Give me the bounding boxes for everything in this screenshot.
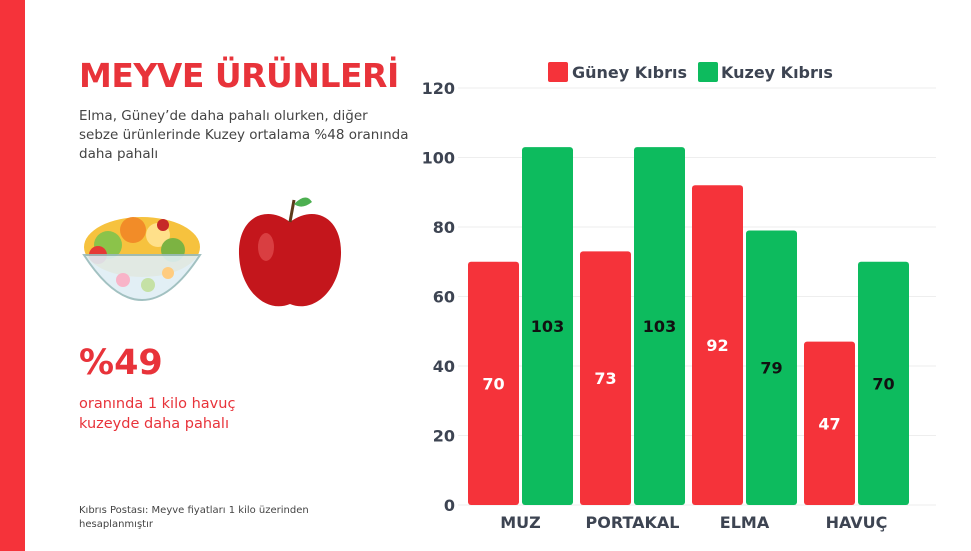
bar-guney-muz <box>468 261 519 505</box>
bar-chart: Güney Kıbrıs Kuzey Kıbrıs 0 20 40 60 80 100 12… <box>422 62 936 532</box>
data-label: 70 <box>482 374 504 393</box>
highlight-text: oranında 1 kilo havuç kuzeyde daha pahal… <box>79 396 236 432</box>
bar-guney-elma <box>692 185 743 506</box>
x-tick-label: ELMA <box>720 513 770 532</box>
bar-guney-havuç <box>804 341 855 505</box>
y-tick-label: 60 <box>433 288 455 307</box>
subtitle: Elma, Güney’de daha pahalı olurken, diğe… <box>79 108 409 162</box>
legend-swatch-guney <box>548 62 568 82</box>
footnote: Kıbrıs Postası: Meyve fiyatları 1 kilo ü… <box>79 505 309 530</box>
bar-guney-portakal <box>580 251 631 505</box>
y-tick-label: 20 <box>433 427 455 446</box>
chart-legend: Güney Kıbrıs Kuzey Kıbrıs <box>548 62 833 82</box>
y-tick-label: 120 <box>422 79 455 98</box>
y-tick-label: 0 <box>444 496 455 515</box>
data-label: 47 <box>818 414 840 433</box>
x-tick-label: PORTAKAL <box>586 513 680 532</box>
data-label: 70 <box>872 374 894 393</box>
legend-label-guney: Güney Kıbrıs <box>572 63 687 82</box>
data-label: 79 <box>760 359 782 378</box>
data-label: 103 <box>531 317 564 336</box>
data-label: 92 <box>706 336 728 355</box>
data-label: 73 <box>594 369 616 388</box>
apple-image <box>238 197 342 307</box>
highlight-value: %49 <box>79 343 163 383</box>
page-title: MEYVE ÜRÜNLERİ <box>79 56 399 95</box>
bar-kuzey-havuç <box>858 261 909 505</box>
data-label: 103 <box>643 317 676 336</box>
y-tick-label: 100 <box>422 149 455 168</box>
bar-kuzey-portakal <box>634 147 685 505</box>
x-tick-label: HAVUÇ <box>826 513 888 532</box>
bar-kuzey-muz <box>522 147 573 505</box>
bar-kuzey-elma <box>746 230 797 505</box>
legend-swatch-kuzey <box>698 62 718 82</box>
legend-label-kuzey: Kuzey Kıbrıs <box>721 63 833 82</box>
y-tick-label: 80 <box>433 218 455 237</box>
fruit-salad-image <box>82 217 202 301</box>
x-tick-label: MUZ <box>500 513 541 532</box>
accent-stripe <box>0 0 25 551</box>
y-tick-label: 40 <box>433 357 455 376</box>
